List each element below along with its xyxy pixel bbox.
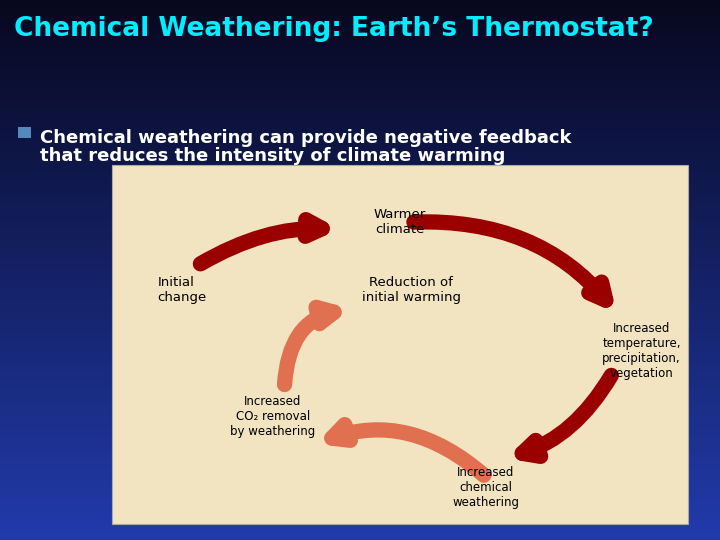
- Text: Chemical weathering can provide negative feedback: Chemical weathering can provide negative…: [40, 129, 571, 146]
- Text: that reduces the intensity of climate warming: that reduces the intensity of climate wa…: [40, 147, 505, 165]
- Bar: [112, 165, 688, 524]
- Text: Chemical Weathering: Earth’s Thermostat?: Chemical Weathering: Earth’s Thermostat?: [14, 16, 654, 42]
- Text: Increased
chemical
weathering: Increased chemical weathering: [452, 467, 520, 509]
- FancyArrowPatch shape: [522, 375, 611, 456]
- FancyArrowPatch shape: [414, 222, 606, 300]
- FancyArrowPatch shape: [284, 307, 334, 384]
- Text: Increased
temperature,
precipitation,
vegetation: Increased temperature, precipitation, ve…: [602, 322, 681, 381]
- Text: Reduction of
initial warming: Reduction of initial warming: [361, 276, 461, 305]
- Bar: [18, 127, 31, 138]
- Text: Warmer
climate: Warmer climate: [374, 208, 426, 236]
- FancyArrowPatch shape: [200, 220, 322, 264]
- FancyArrowPatch shape: [332, 424, 484, 475]
- Text: Increased
CO₂ removal
by weathering: Increased CO₂ removal by weathering: [230, 395, 315, 437]
- Text: Initial
change: Initial change: [158, 276, 207, 305]
